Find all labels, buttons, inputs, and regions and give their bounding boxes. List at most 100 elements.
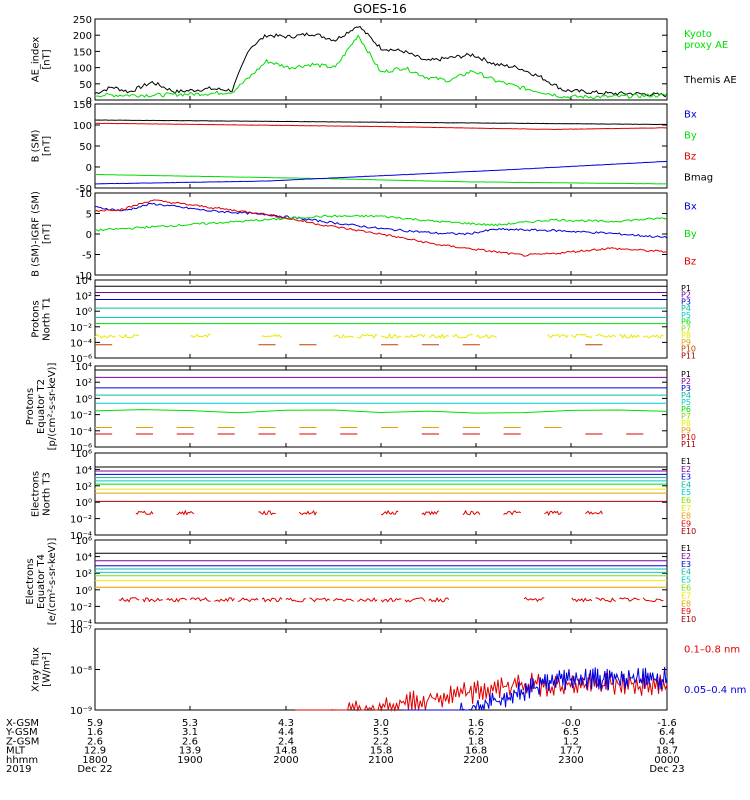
series-line xyxy=(403,666,668,711)
x-row-value: 1.8 xyxy=(468,736,484,747)
panel-frame xyxy=(94,452,668,536)
y-axis-label-line: [p/(cm²-s-sr-keV)] xyxy=(47,363,58,451)
legend-entry: P11 xyxy=(681,351,696,360)
y-tick-label: 200 xyxy=(73,31,92,42)
x-row-value: 2300 xyxy=(558,755,583,766)
x-row-value: 2.4 xyxy=(278,736,294,747)
y-tick-label: 5 xyxy=(86,210,92,221)
y-tick-label: 0 xyxy=(86,230,92,241)
legend-entry: P9 xyxy=(681,426,691,435)
y-axis-label-line: [W/m²] xyxy=(42,652,53,687)
legend-entry: P9 xyxy=(681,338,691,347)
flux-trace xyxy=(298,510,317,516)
legend-entry: P2 xyxy=(681,377,691,386)
legend-entry: E5 xyxy=(681,488,691,497)
flux-trace xyxy=(404,334,426,338)
panel-frame xyxy=(94,539,668,624)
x-row-value: -0.0 xyxy=(561,718,581,729)
y-tick-label: 10⁻⁴ xyxy=(70,531,92,542)
x-row-value: 16.8 xyxy=(465,746,487,757)
flux-trace xyxy=(258,510,276,516)
x-row-value: 0000 xyxy=(654,755,679,766)
flux-trace xyxy=(571,333,593,339)
y-axis-label-line: North T3 xyxy=(42,472,53,516)
x-row-label: hhmm xyxy=(6,755,38,766)
legend-entry: By xyxy=(684,229,697,240)
legend-entry: E1 xyxy=(681,457,691,466)
flux-trace xyxy=(94,409,668,414)
legend-entry: P6 xyxy=(681,318,691,327)
legend-entry: E4 xyxy=(681,568,691,577)
flux-trace xyxy=(94,333,116,339)
y-tick-label: 10⁻² xyxy=(70,515,92,526)
flux-trace xyxy=(380,333,402,339)
y-axis-label-line: Electrons xyxy=(31,471,42,517)
flux-trace xyxy=(428,597,450,603)
y-axis-label: Electrons North T3 xyxy=(31,471,53,517)
legend-entry: By xyxy=(684,131,697,142)
y-axis-label-line: Equator T4 xyxy=(36,554,47,609)
legend-entry: E3 xyxy=(681,560,691,569)
flux-trace xyxy=(357,597,378,603)
y-axis-label-line: [nT] xyxy=(42,136,53,156)
y-axis-label: Electrons Equator T4 [e/(cm²-s-sr-keV)] xyxy=(25,538,58,626)
y-tick-label: 0 xyxy=(86,96,92,107)
x-row-value: 6.2 xyxy=(468,727,484,738)
x-row-value: Dec 22 xyxy=(77,764,112,775)
panel-8: 10⁻⁷ 10⁻⁸ 10⁻⁹ Xray flux [W/m²] 0.1–0.8 nm 0.0… xyxy=(31,625,747,717)
y-axis-label: Xray flux [W/m²] xyxy=(31,647,53,692)
x-row-value: 14.8 xyxy=(275,746,297,757)
x-row-value: 1800 xyxy=(82,755,107,766)
y-tick-label: -5 xyxy=(82,251,92,262)
x-row-value: 5.3 xyxy=(182,718,198,729)
y-tick-label: 250 xyxy=(73,15,92,26)
x-row-value: 0.4 xyxy=(659,736,675,747)
legend-entry: Bz xyxy=(684,256,696,267)
flux-trace xyxy=(237,597,259,603)
y-axis-label-line: [nT] xyxy=(42,49,53,69)
y-axis-label-line: Electrons xyxy=(25,558,36,604)
series-line xyxy=(94,199,668,257)
y-tick-label: 10⁴ xyxy=(75,276,92,287)
legend-entry: E10 xyxy=(681,615,696,624)
flux-trace xyxy=(503,510,521,516)
legend-entry: E1 xyxy=(681,544,691,553)
flux-trace xyxy=(595,597,617,603)
x-row-value: 2000 xyxy=(273,755,298,766)
y-axis-label-line: AE_index xyxy=(31,37,42,83)
y-tick-label: 10⁰ xyxy=(75,307,92,318)
flux-trace xyxy=(333,333,354,339)
flux-trace xyxy=(333,598,354,602)
legend-entry: E10 xyxy=(681,527,696,536)
flux-trace xyxy=(357,333,378,340)
legend-entry: P7 xyxy=(681,412,691,421)
y-tick-label: 100 xyxy=(73,64,92,75)
y-axis-label-line: B (SM) xyxy=(31,129,42,162)
y-tick-label: 10⁴ xyxy=(75,553,92,564)
y-axis-label: Protons North T1 xyxy=(31,297,53,341)
x-row-value: 12.9 xyxy=(84,746,106,757)
y-tick-label: 10² xyxy=(75,569,92,580)
flux-trace xyxy=(642,334,664,339)
flux-trace xyxy=(584,510,603,515)
legend-entry: E2 xyxy=(681,465,691,474)
x-row-value: 2200 xyxy=(463,755,488,766)
y-tick-label: 10⁴ xyxy=(75,362,92,373)
legend-entry: Bx xyxy=(684,110,697,121)
y-axis-label-line: Protons xyxy=(31,300,42,337)
y-tick-label: 10⁰ xyxy=(75,586,92,597)
y-tick-label: 10⁻⁸ xyxy=(70,666,92,677)
panel-frame xyxy=(94,18,668,101)
y-axis-label-line: North T1 xyxy=(42,297,53,341)
legend-entry: E9 xyxy=(681,607,691,616)
legend-entry: P3 xyxy=(681,297,691,306)
flux-trace xyxy=(619,333,640,339)
x-row-value: 18.7 xyxy=(656,746,678,757)
flux-trace xyxy=(523,597,545,603)
flux-trace xyxy=(642,597,664,602)
x-row-label: Z-GSM xyxy=(6,736,39,747)
flux-trace xyxy=(261,596,283,603)
